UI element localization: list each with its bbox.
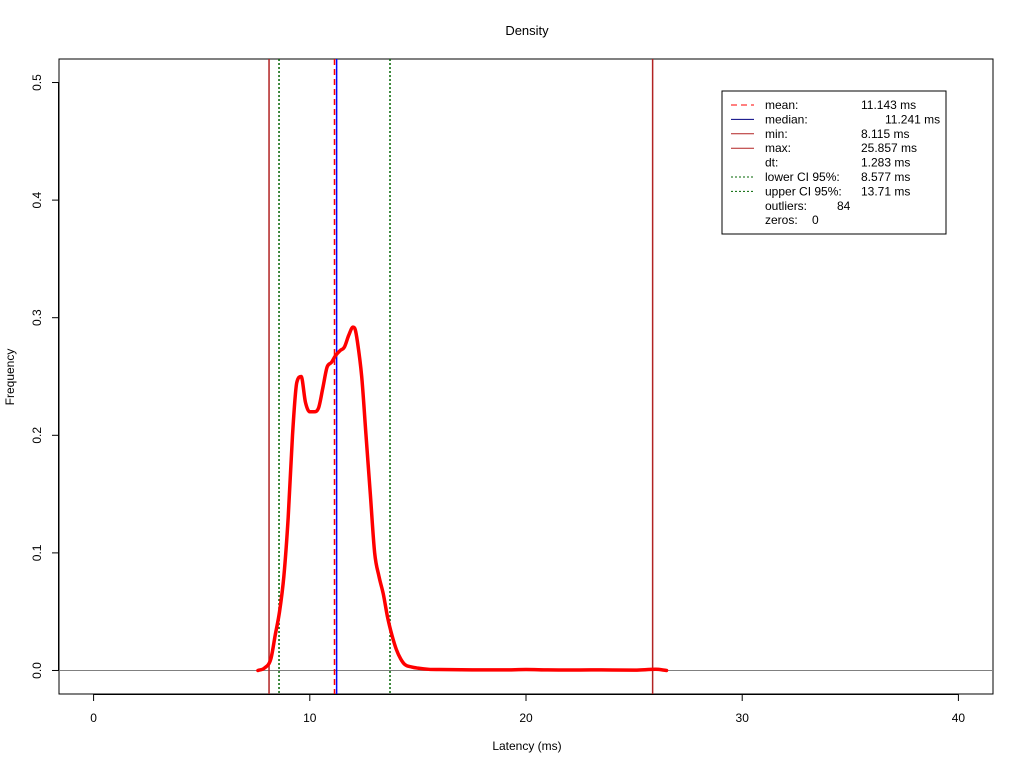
- legend-label: dt:: [765, 156, 778, 170]
- y-tick-label: 0.0: [30, 662, 44, 679]
- legend-value: 84: [837, 199, 851, 213]
- x-axis-label: Latency (ms): [492, 739, 561, 753]
- y-tick-label: 0.4: [30, 191, 44, 208]
- reference-lines: [268, 59, 654, 694]
- legend-value: 11.241 ms: [885, 112, 940, 126]
- x-tick-label: 0: [90, 711, 97, 725]
- legend-value: 1.283 ms: [861, 156, 910, 170]
- legend-value: 0: [812, 213, 819, 227]
- legend-value: 8.115 ms: [861, 127, 909, 141]
- legend-label: lower CI 95%:: [765, 170, 840, 184]
- axes: 0 10 20 30 40 0.0 0.1 0.2 0.3 0.4 0.5: [30, 74, 993, 725]
- legend-label: median:: [765, 112, 808, 126]
- legend-value: 8.577 ms: [861, 170, 910, 184]
- legend-value: 11.143 ms: [861, 98, 916, 112]
- y-tick-label: 0.3: [30, 309, 44, 326]
- legend-label: min:: [765, 127, 788, 141]
- density-curve-layer: [256, 325, 669, 673]
- legend-label: upper CI 95%:: [765, 184, 842, 198]
- x-tick-label: 30: [736, 711, 750, 725]
- legend: mean: 11.143 ms median: 11.241 ms min: 8.115 …: [721, 90, 947, 235]
- legend-value: 25.857 ms: [861, 141, 917, 155]
- y-tick-label: 0.5: [30, 74, 44, 91]
- legend-label: mean:: [765, 98, 798, 112]
- legend-label: outliers:: [765, 199, 807, 213]
- legend-box: [721, 90, 947, 235]
- chart-title: Density: [505, 23, 549, 38]
- x-tick-label: 10: [303, 711, 317, 725]
- legend-label: max:: [765, 141, 791, 155]
- legend-label: zeros:: [765, 213, 798, 227]
- y-tick-label: 0.1: [30, 544, 44, 561]
- x-tick-label: 40: [952, 711, 966, 725]
- density-curve: [256, 325, 669, 673]
- y-axis-label: Frequency: [3, 349, 17, 406]
- y-tick-label: 0.2: [30, 427, 44, 444]
- legend-value: 13.71 ms: [861, 184, 910, 198]
- x-tick-label: 20: [519, 711, 533, 725]
